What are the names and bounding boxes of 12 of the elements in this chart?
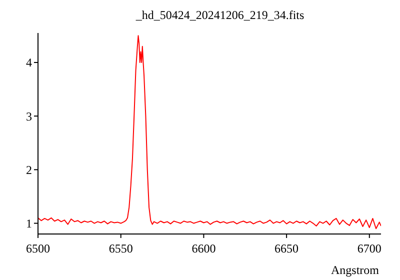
chart-title: _hd_50424_20241206_219_34.fits <box>134 8 306 23</box>
x-tick-label: 6600 <box>192 242 216 256</box>
x-tick-label: 6550 <box>108 242 133 256</box>
x-axis-title: Angstrom <box>331 263 380 277</box>
y-tick-label: 4 <box>26 56 32 70</box>
y-tick-label: 1 <box>26 216 32 231</box>
line-series <box>38 35 381 230</box>
x-tick-label: 6650 <box>274 242 299 256</box>
y-tick-label: 2 <box>26 162 32 177</box>
x-tick-label: 6500 <box>26 242 50 256</box>
x-tick-label: 6700 <box>357 242 382 256</box>
y-tick-label: 3 <box>26 109 32 124</box>
